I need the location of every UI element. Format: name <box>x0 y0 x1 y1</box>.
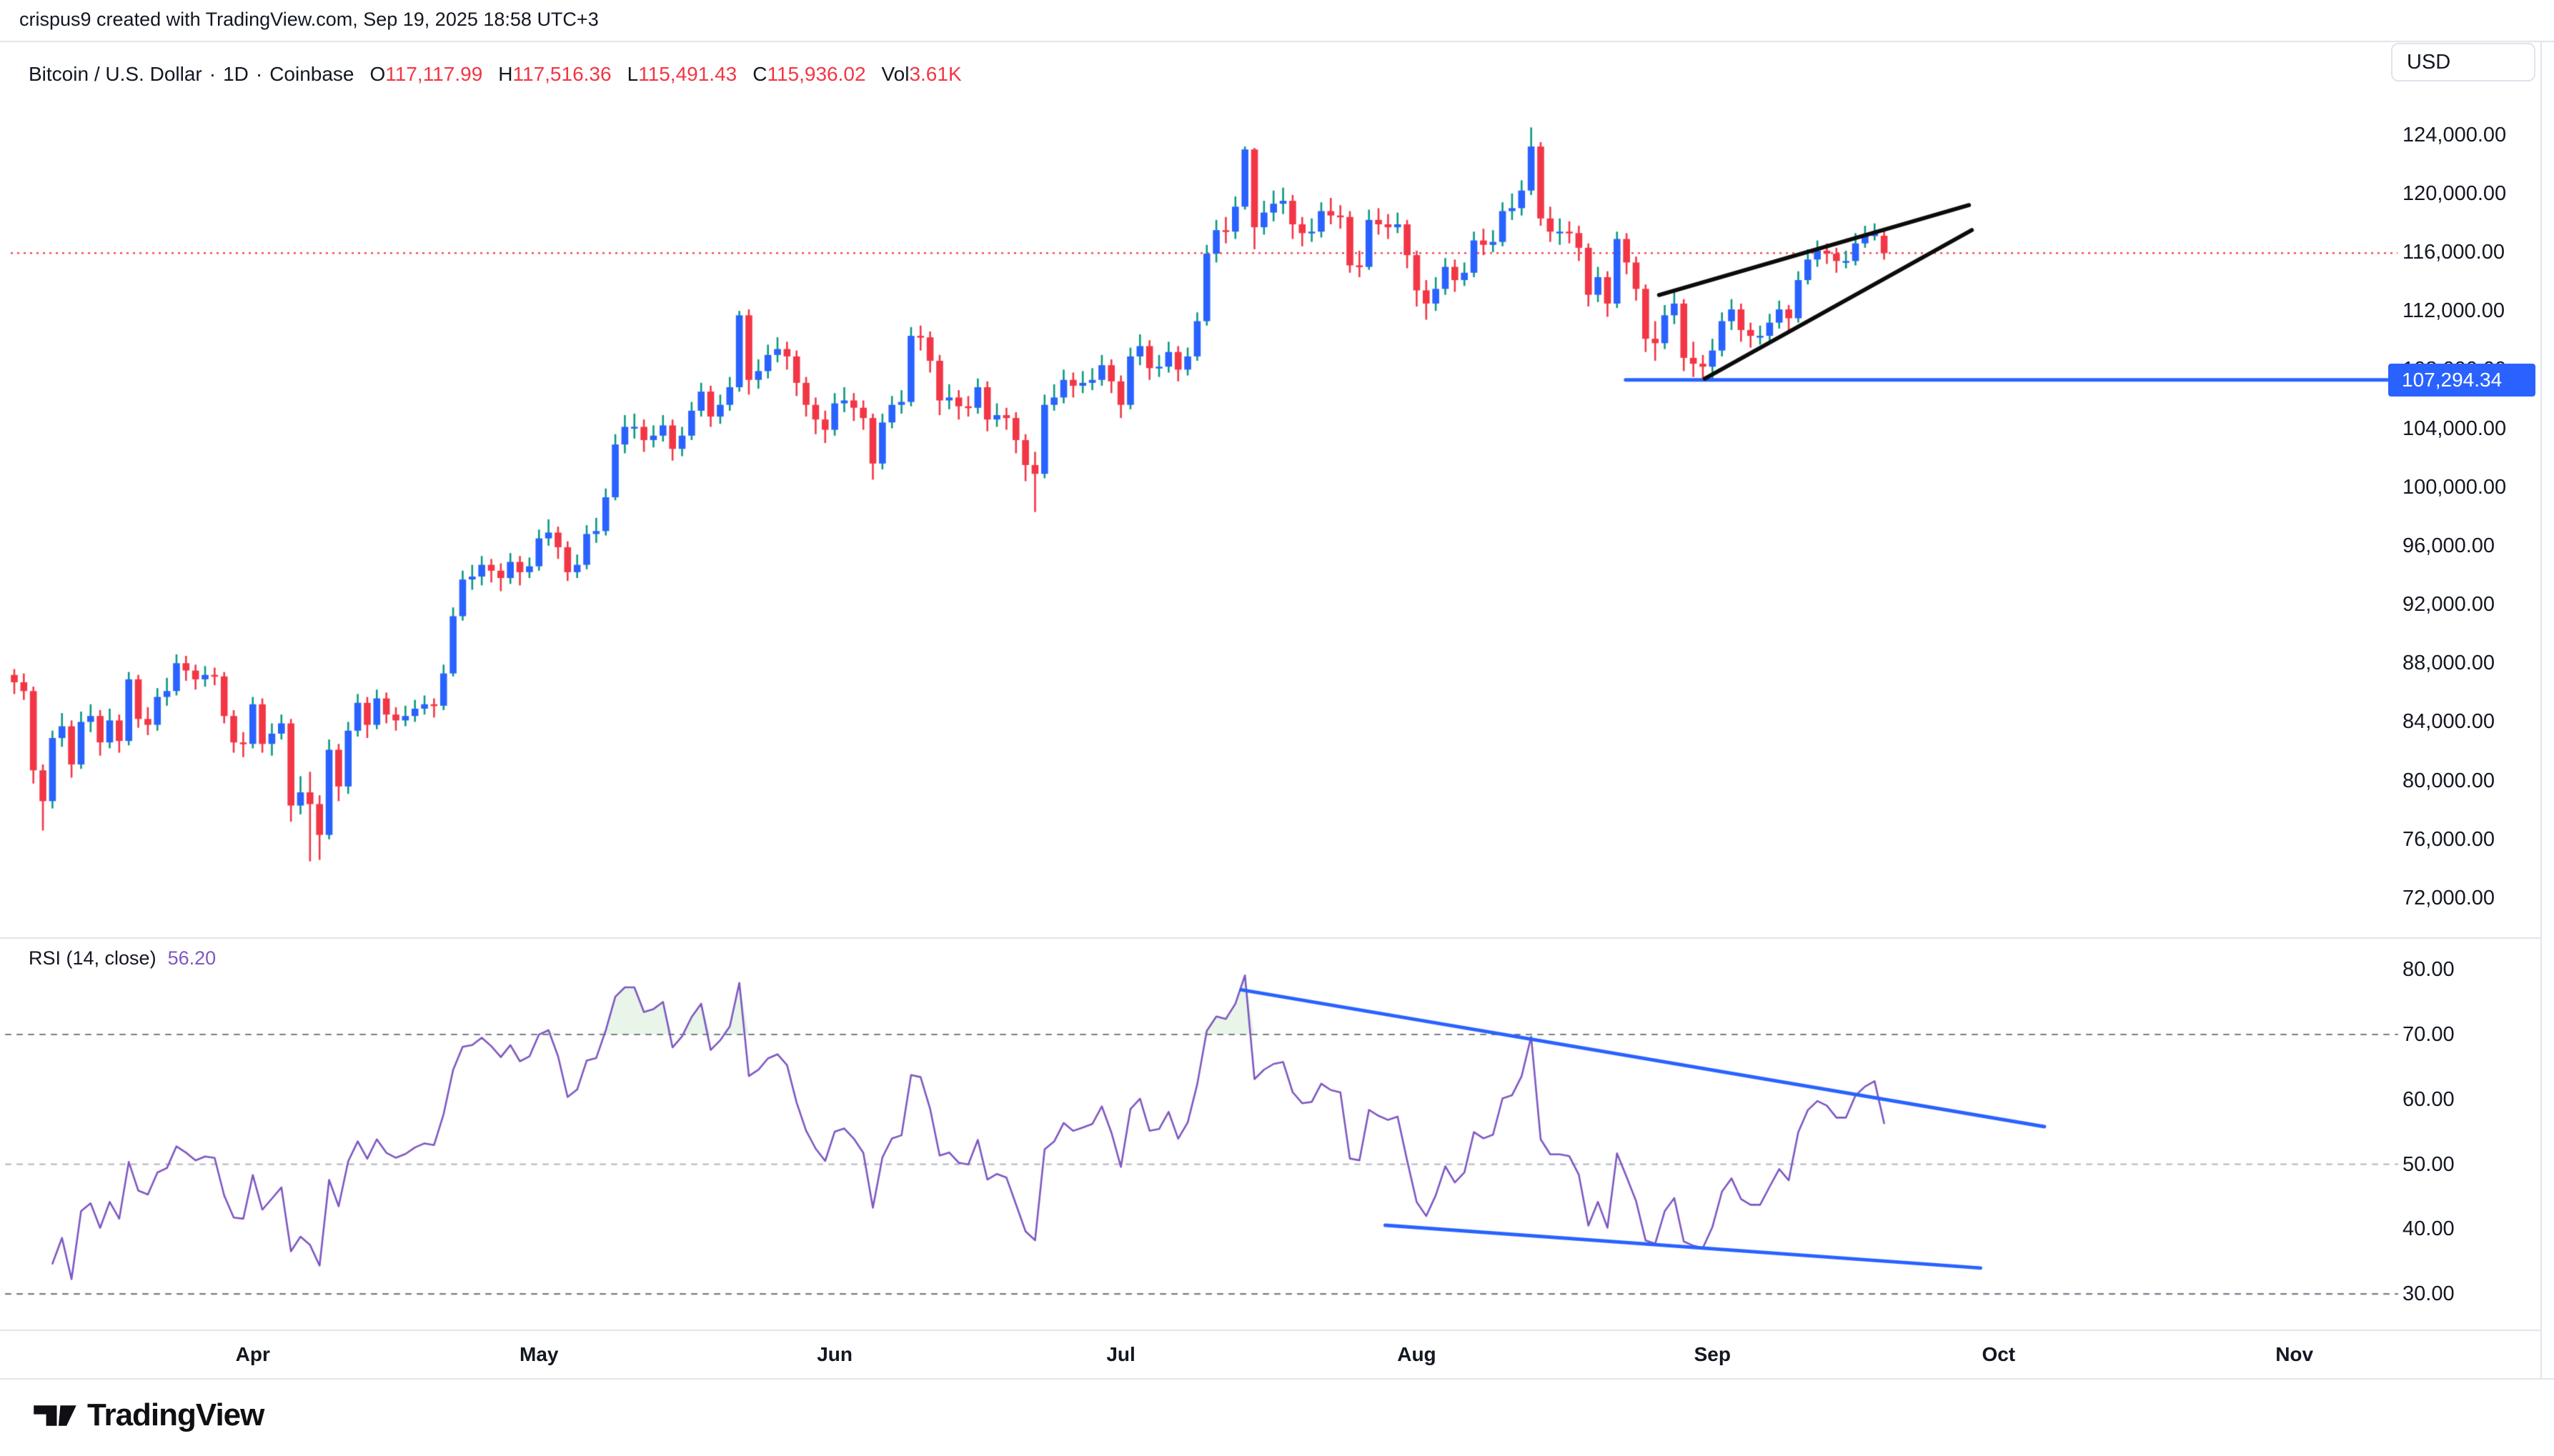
rsi-axis-label: 30.00 <box>2403 1282 2455 1306</box>
currency-button[interactable]: USD <box>2391 43 2535 81</box>
price-axis-label: 120,000.00 <box>2403 181 2507 205</box>
time-axis-label: Sep <box>1694 1343 1731 1365</box>
exchange-label[interactable]: Coinbase <box>269 63 354 85</box>
tradingview-logo-icon[interactable] <box>33 1405 77 1427</box>
time-axis-label: Nov <box>2275 1343 2314 1365</box>
price-axis-label: 92,000.00 <box>2403 593 2495 617</box>
price-axis-label: 124,000.00 <box>2403 123 2507 146</box>
price-axis-label: 116,000.00 <box>2403 241 2505 264</box>
price-axis-label: 104,000.00 <box>2403 417 2507 440</box>
price-axis-label: 88,000.00 <box>2403 652 2495 675</box>
rsi-axis-label: 70.00 <box>2403 1023 2455 1046</box>
rsi-axis-label: 50.00 <box>2403 1152 2455 1176</box>
price-axis-label: 72,000.00 <box>2403 886 2495 909</box>
rsi-legend[interactable]: RSI (14, close) 56.20 <box>29 947 216 969</box>
ohlc-high: H117,516.36 <box>498 63 612 85</box>
support-price-badge: 107,294.34 <box>2388 363 2535 397</box>
price-axis-label: 100,000.00 <box>2403 475 2507 499</box>
price-axis-label: 96,000.00 <box>2403 534 2495 557</box>
time-axis-label: Oct <box>1982 1343 2016 1365</box>
time-axis-label: May <box>520 1343 559 1365</box>
time-axis-label: Apr <box>235 1343 270 1365</box>
symbol-title[interactable]: Bitcoin / U.S. Dollar <box>29 63 202 85</box>
ohlc-close: C115,936.02 <box>752 63 866 85</box>
price-axis-label: 76,000.00 <box>2403 827 2495 851</box>
separator-dot: · <box>209 63 217 85</box>
ohlc-low: L115,491.43 <box>627 63 737 85</box>
attribution-text: crispus9 created with TradingView.com, S… <box>19 9 599 30</box>
price-axis-label: 112,000.00 <box>2403 299 2505 323</box>
time-axis-label: Jul <box>1106 1343 1136 1365</box>
interval-label[interactable]: 1D <box>223 63 249 85</box>
price-axis-label: 84,000.00 <box>2403 710 2495 734</box>
rsi-axis-label: 40.00 <box>2403 1217 2455 1241</box>
rsi-axis-label: 60.00 <box>2403 1087 2455 1111</box>
time-axis-label: Jun <box>817 1343 853 1365</box>
tradingview-wordmark[interactable]: TradingView <box>87 1397 264 1432</box>
volume-readout: Vol3.61K <box>881 63 962 85</box>
rsi-value: 56.20 <box>167 947 217 969</box>
rsi-axis-label: 80.00 <box>2403 958 2455 982</box>
time-axis-label: Aug <box>1397 1343 1436 1365</box>
symbol-legend[interactable]: Bitcoin / U.S. Dollar · 1D · Coinbase O1… <box>29 63 962 86</box>
ohlc-open: O117,117.99 <box>369 63 483 85</box>
price-axis-label: 80,000.00 <box>2403 769 2495 792</box>
footer-branding: TradingView <box>33 1397 264 1433</box>
separator-dot: · <box>255 63 263 85</box>
rsi-label: RSI (14, close) <box>29 947 156 969</box>
